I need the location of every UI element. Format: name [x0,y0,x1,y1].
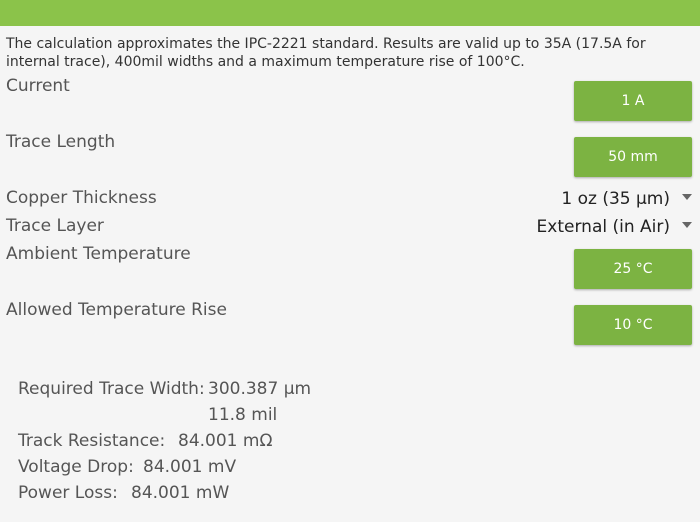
result-value: 84.001 mΩ [178,431,273,451]
input-label: Ambient Temperature [6,244,191,264]
result-value: 84.001 mV [143,457,237,477]
result-value: 84.001 mW [131,483,230,503]
result-label: Voltage Drop: [18,457,134,477]
description: The calculation approximates the IPC-222… [6,36,646,70]
input-button[interactable]: 50 mm [574,137,692,177]
input-label: Current [6,76,70,96]
input-label: Trace Layer [6,216,104,236]
input-label: Trace Length [6,132,116,152]
input-button[interactable]: 1 A [574,81,692,121]
input-button[interactable]: 25 °C [574,249,692,289]
input-label: Allowed Temperature Rise [6,300,227,320]
input-label: Copper Thickness [6,188,157,208]
dropdown[interactable]: External (in Air) [537,217,692,237]
result-label: Power Loss: [18,483,118,503]
result-value: 11.8 mil [208,405,278,425]
app-bar [0,0,700,26]
result-label: Required Trace Width: [18,379,205,399]
input-button[interactable]: 10 °C [574,305,692,345]
result-value: 300.387 µm [208,379,312,399]
result-label: Track Resistance: [18,431,166,451]
dropdown[interactable]: 1 oz (35 µm) [561,189,692,209]
